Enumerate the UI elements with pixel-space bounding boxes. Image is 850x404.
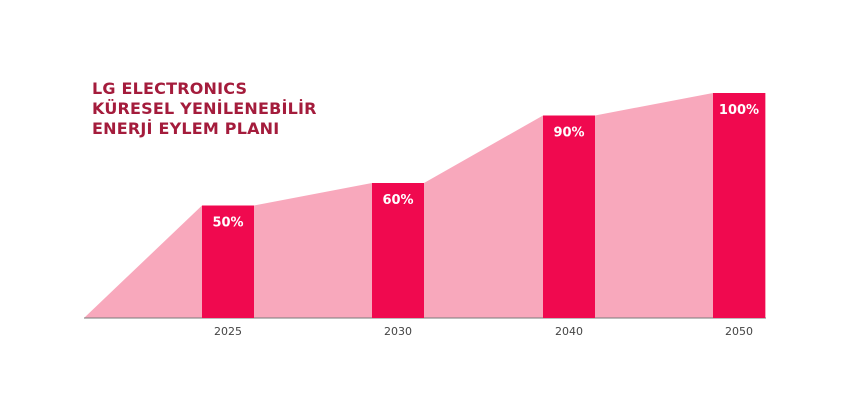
bar-2025	[202, 205, 254, 318]
x-tick-label-2050: 2050	[725, 325, 753, 338]
chart-title-line-2: KÜRESEL YENİLENEBİLİR	[92, 99, 317, 118]
bar-2040	[543, 115, 595, 318]
bar-2050	[713, 93, 765, 318]
chart-title-line-1: LG ELECTRONICS	[92, 79, 248, 98]
x-tick-label-2040: 2040	[555, 325, 583, 338]
data-label-2050: 100%	[719, 103, 759, 118]
x-tick-label-2030: 2030	[384, 325, 412, 338]
data-label-2040: 90%	[553, 126, 584, 141]
data-label-2030: 60%	[382, 193, 413, 208]
area-fill	[84, 93, 766, 318]
chart-title-line-3: ENERJİ EYLEM PLANI	[92, 119, 280, 138]
x-tick-label-2025: 2025	[214, 325, 242, 338]
bar-2030	[372, 183, 424, 318]
data-label-2025: 50%	[212, 216, 243, 231]
